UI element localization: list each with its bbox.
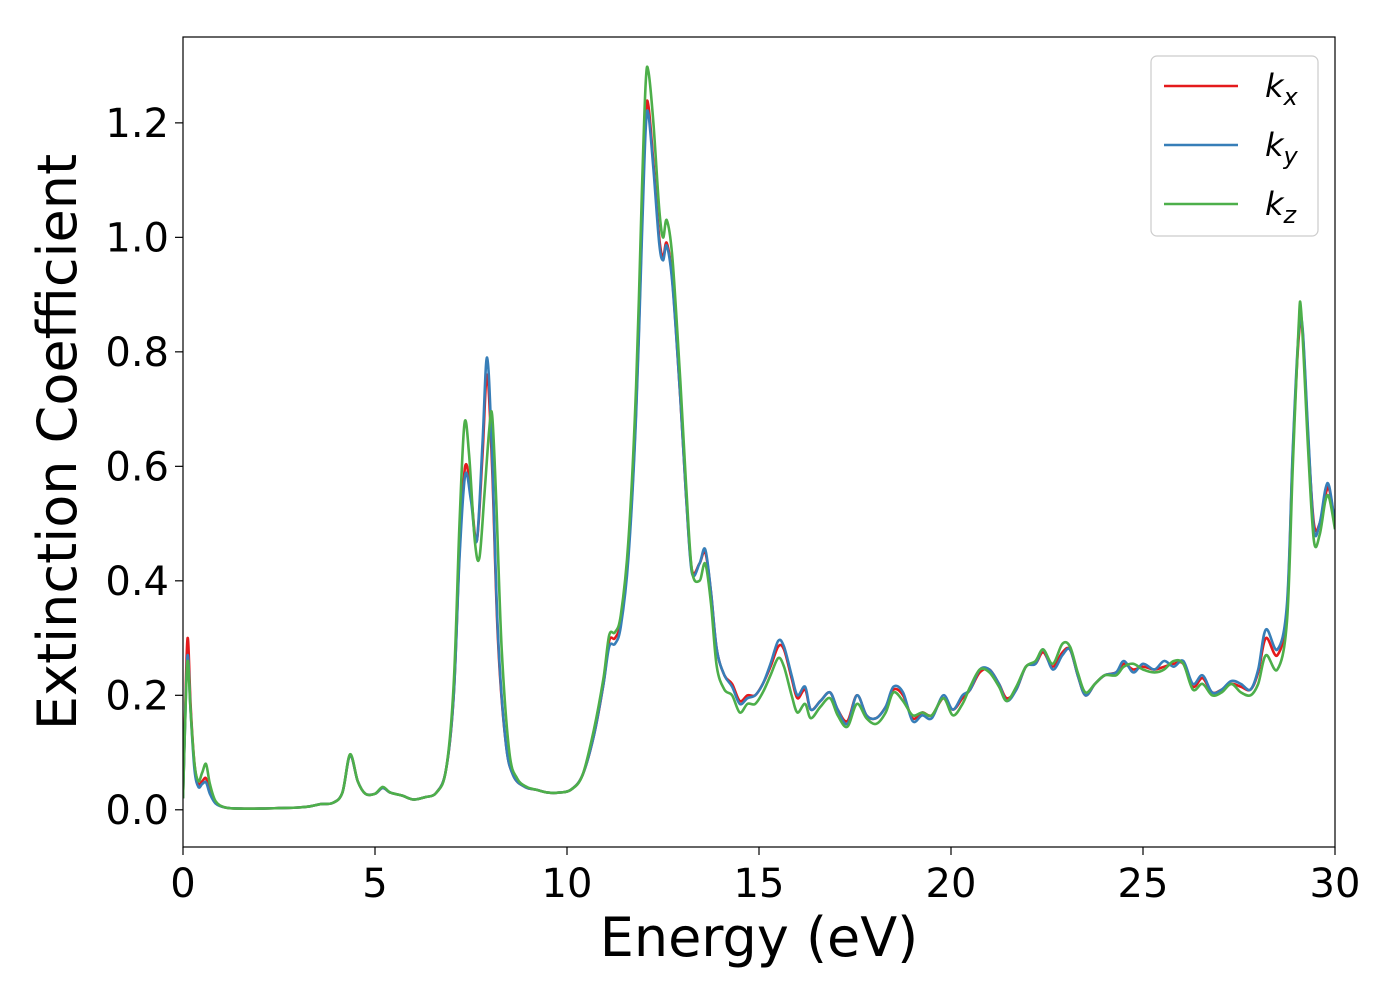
x-tick-label: 15	[734, 861, 785, 907]
y-tick-label: 0.8	[105, 330, 169, 376]
x-tick-label: 10	[542, 861, 593, 907]
x-axis-label: Energy (eV)	[600, 906, 919, 969]
x-tick-label: 25	[1118, 861, 1169, 907]
series-line-kz	[183, 65, 1335, 811]
y-tick-label: 0.4	[105, 559, 169, 605]
x-tick-label: 0	[170, 861, 195, 907]
legend-label-ky: ky	[1265, 126, 1299, 170]
x-tick-label: 20	[926, 861, 977, 907]
y-tick-label: 0.0	[105, 788, 169, 834]
legend: kx ky kz	[1150, 55, 1319, 237]
legend-label-kx: kx	[1265, 67, 1299, 111]
series-layer	[183, 65, 1335, 811]
y-tick-label: 0.2	[105, 673, 169, 719]
y-axis: 0.0 0.2 0.4 0.6 0.8 1.0 1.2	[105, 101, 183, 834]
x-tick-label: 5	[362, 861, 387, 907]
y-axis-label: Extinction Coefficient	[26, 154, 89, 730]
x-axis: 0 5 10 15 20 25 30	[170, 847, 1360, 907]
x-tick-label: 30	[1310, 861, 1361, 907]
y-tick-label: 0.6	[105, 444, 169, 490]
y-tick-label: 1.2	[105, 101, 169, 147]
y-tick-label: 1.0	[105, 215, 169, 261]
legend-label-kz: kz	[1265, 185, 1298, 229]
